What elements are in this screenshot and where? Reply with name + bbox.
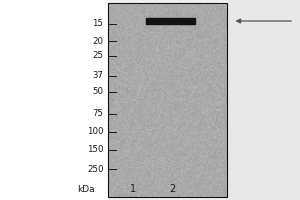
Text: 1: 1 — [130, 184, 136, 194]
Bar — [0, 0, 108, 200]
Text: kDa: kDa — [77, 184, 94, 194]
Bar — [226, 0, 300, 200]
Text: 75: 75 — [92, 110, 104, 118]
Bar — [146, 18, 195, 24]
Text: 50: 50 — [92, 88, 104, 97]
Text: 20: 20 — [92, 36, 104, 46]
Text: 100: 100 — [87, 128, 104, 136]
Text: 150: 150 — [87, 146, 104, 154]
Text: 25: 25 — [92, 51, 104, 60]
Text: 2: 2 — [169, 184, 175, 194]
Text: 15: 15 — [92, 19, 104, 28]
Text: 37: 37 — [92, 72, 104, 80]
Bar — [108, 3, 226, 197]
Text: 250: 250 — [87, 164, 104, 173]
